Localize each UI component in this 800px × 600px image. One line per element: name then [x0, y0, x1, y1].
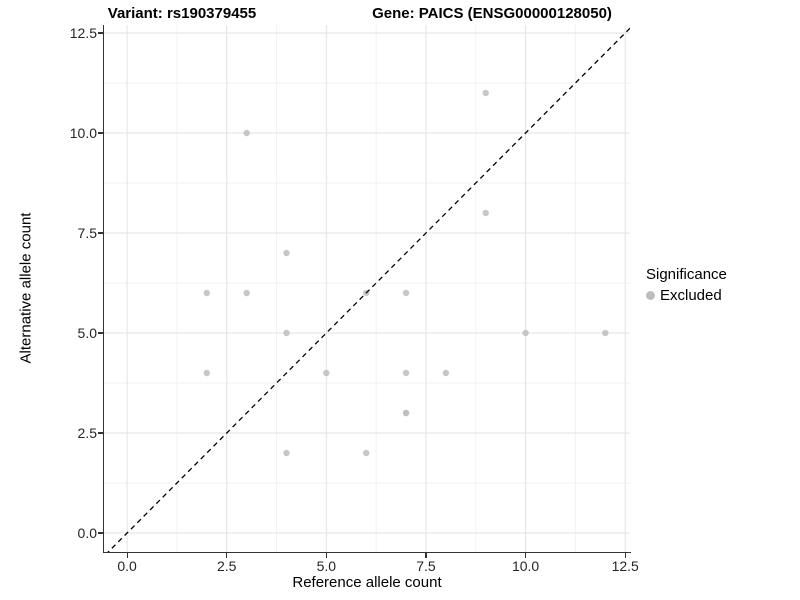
y-tick — [98, 432, 103, 434]
data-point — [203, 289, 211, 297]
x-tick-label: 10.0 — [511, 558, 540, 574]
legend: Significance Excluded — [646, 266, 727, 304]
x-tick-label: 7.5 — [416, 558, 436, 574]
x-tick — [624, 553, 626, 558]
data-point — [402, 409, 410, 417]
data-point — [283, 449, 290, 457]
legend-item-label: Excluded — [660, 287, 722, 304]
y-tick-label: 12.5 — [69, 25, 97, 41]
data-point — [283, 329, 290, 337]
data-point — [283, 249, 290, 257]
x-tick — [325, 553, 327, 558]
y-tick-label: 10.0 — [69, 125, 97, 141]
y-tick-label: 7.5 — [77, 225, 97, 241]
y-tick — [98, 532, 103, 534]
x-tick-label: 5.0 — [316, 558, 337, 574]
chart-canvas — [98, 12, 646, 562]
y-axis-line — [102, 25, 104, 553]
y-tick — [98, 32, 103, 34]
legend-item-excluded: Excluded — [646, 287, 727, 304]
x-tick — [126, 553, 128, 558]
data-point — [243, 129, 250, 137]
x-tick — [524, 553, 527, 558]
plot-title-variant: Variant: rs190379455 — [107, 5, 257, 22]
y-tick-label: 5.0 — [77, 325, 97, 341]
y-tick — [98, 232, 103, 234]
y-axis-title: Alternative allele count — [17, 212, 35, 364]
y-tick-label: 2.5 — [77, 425, 97, 441]
data-point — [243, 289, 250, 297]
plot-panel — [98, 12, 646, 562]
x-axis-line — [102, 551, 631, 553]
data-point — [203, 369, 211, 377]
y-tick-label: 0.0 — [77, 525, 97, 541]
data-point — [482, 89, 489, 97]
legend-point-icon — [646, 291, 655, 300]
y-tick — [98, 332, 103, 334]
legend-title: Significance — [646, 266, 727, 283]
data-point — [363, 449, 370, 457]
data-point — [482, 209, 489, 217]
data-point — [402, 289, 410, 297]
x-tick-label: 2.5 — [216, 558, 237, 574]
data-point — [602, 329, 609, 337]
x-tick — [226, 553, 228, 558]
data-point — [522, 329, 529, 337]
x-tick-label: 12.5 — [611, 558, 639, 574]
data-point — [323, 369, 330, 377]
x-axis-title: Reference allele count — [292, 574, 442, 591]
y-tick — [98, 132, 103, 134]
data-point — [442, 369, 450, 377]
x-tick-label: 0.0 — [117, 558, 137, 574]
x-tick — [425, 553, 427, 558]
plot-title-gene: Gene: PAICS (ENSG00000128050) — [372, 5, 612, 22]
identity-line — [98, 12, 646, 562]
data-point — [402, 369, 410, 377]
